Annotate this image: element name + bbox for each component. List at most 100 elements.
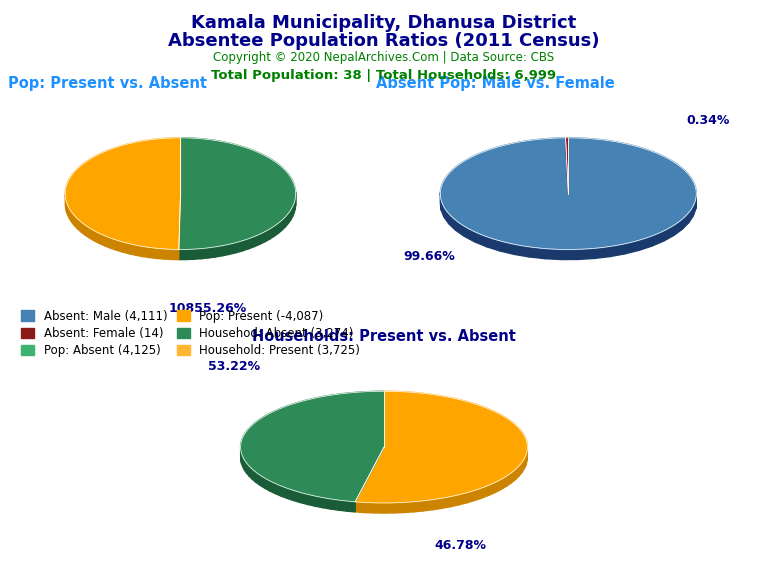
Polygon shape <box>78 219 81 232</box>
Polygon shape <box>179 249 186 260</box>
Polygon shape <box>664 225 674 241</box>
Polygon shape <box>525 454 526 468</box>
Legend: Absent: Male (4,111), Absent: Female (14), Pop: Absent (4,125), Pop: Present (-4: Absent: Male (4,111), Absent: Female (14… <box>22 310 360 357</box>
Polygon shape <box>545 249 561 260</box>
Polygon shape <box>294 199 295 213</box>
Polygon shape <box>68 206 70 219</box>
Text: Absentee Population Ratios (2011 Census): Absentee Population Ratios (2011 Census) <box>168 32 600 50</box>
Polygon shape <box>136 245 143 256</box>
Polygon shape <box>260 232 265 244</box>
Polygon shape <box>229 242 236 255</box>
Polygon shape <box>561 249 578 260</box>
Polygon shape <box>208 247 215 258</box>
Text: Absent Pop: Male vs. Female: Absent Pop: Male vs. Female <box>376 76 615 91</box>
Polygon shape <box>522 458 525 472</box>
Polygon shape <box>441 200 444 217</box>
Polygon shape <box>529 247 545 259</box>
Polygon shape <box>244 460 247 473</box>
Text: Kamala Municipality, Dhanusa District: Kamala Municipality, Dhanusa District <box>191 14 577 32</box>
Polygon shape <box>432 498 442 510</box>
Polygon shape <box>639 236 652 251</box>
Polygon shape <box>265 478 270 491</box>
Polygon shape <box>384 503 394 513</box>
Polygon shape <box>375 503 384 513</box>
Polygon shape <box>279 220 282 233</box>
Polygon shape <box>475 488 482 501</box>
Polygon shape <box>81 222 85 235</box>
Polygon shape <box>90 228 94 241</box>
Polygon shape <box>347 501 355 512</box>
Polygon shape <box>339 500 347 511</box>
Polygon shape <box>330 499 339 510</box>
Polygon shape <box>275 483 281 496</box>
Polygon shape <box>594 247 610 259</box>
Polygon shape <box>511 469 515 483</box>
Polygon shape <box>442 497 450 509</box>
Polygon shape <box>274 223 279 236</box>
Polygon shape <box>449 214 455 230</box>
Polygon shape <box>74 216 78 229</box>
Polygon shape <box>281 486 287 498</box>
Polygon shape <box>256 472 260 486</box>
Text: Total Population: 38 | Total Households: 6,999: Total Population: 38 | Total Households:… <box>211 69 557 82</box>
Polygon shape <box>502 476 507 490</box>
Polygon shape <box>323 498 330 509</box>
Text: 99.66%: 99.66% <box>403 250 455 263</box>
Polygon shape <box>242 239 248 251</box>
Polygon shape <box>250 466 253 479</box>
Polygon shape <box>129 244 136 255</box>
Polygon shape <box>300 492 307 505</box>
Polygon shape <box>254 234 260 247</box>
Polygon shape <box>240 391 384 502</box>
Polygon shape <box>526 451 527 465</box>
Polygon shape <box>99 233 104 246</box>
Polygon shape <box>455 220 465 236</box>
Polygon shape <box>223 244 229 256</box>
Polygon shape <box>282 217 286 230</box>
Polygon shape <box>482 485 489 498</box>
Polygon shape <box>495 479 502 492</box>
Polygon shape <box>287 488 293 501</box>
Polygon shape <box>171 249 179 260</box>
Polygon shape <box>117 240 123 252</box>
Polygon shape <box>157 248 164 259</box>
Polygon shape <box>519 462 522 476</box>
Polygon shape <box>72 213 74 226</box>
Polygon shape <box>290 207 293 220</box>
Polygon shape <box>515 244 529 257</box>
Polygon shape <box>111 238 117 250</box>
Polygon shape <box>625 240 639 254</box>
Polygon shape <box>248 237 254 249</box>
Polygon shape <box>440 193 441 210</box>
Polygon shape <box>123 242 129 254</box>
Polygon shape <box>355 391 528 503</box>
Polygon shape <box>236 241 242 253</box>
Polygon shape <box>315 496 323 507</box>
Polygon shape <box>260 475 265 488</box>
Text: Pop: Present vs. Absent: Pop: Present vs. Absent <box>8 76 207 91</box>
Polygon shape <box>674 219 682 236</box>
Polygon shape <box>270 226 274 239</box>
Text: 53.22%: 53.22% <box>208 360 260 373</box>
Polygon shape <box>610 244 625 256</box>
Text: 0.34%: 0.34% <box>687 115 730 127</box>
Polygon shape <box>215 245 223 257</box>
Polygon shape <box>423 499 432 511</box>
Polygon shape <box>565 138 568 194</box>
Polygon shape <box>286 213 288 227</box>
Polygon shape <box>186 249 194 260</box>
Polygon shape <box>515 466 519 479</box>
Polygon shape <box>440 138 697 249</box>
Polygon shape <box>307 494 315 506</box>
Polygon shape <box>253 469 256 483</box>
Polygon shape <box>404 502 413 513</box>
Polygon shape <box>578 248 594 259</box>
Polygon shape <box>293 203 294 217</box>
Polygon shape <box>475 232 487 247</box>
Polygon shape <box>70 209 72 222</box>
Polygon shape <box>67 202 68 216</box>
Polygon shape <box>243 456 244 470</box>
Polygon shape <box>293 490 300 503</box>
Polygon shape <box>179 138 296 249</box>
Polygon shape <box>65 138 180 249</box>
